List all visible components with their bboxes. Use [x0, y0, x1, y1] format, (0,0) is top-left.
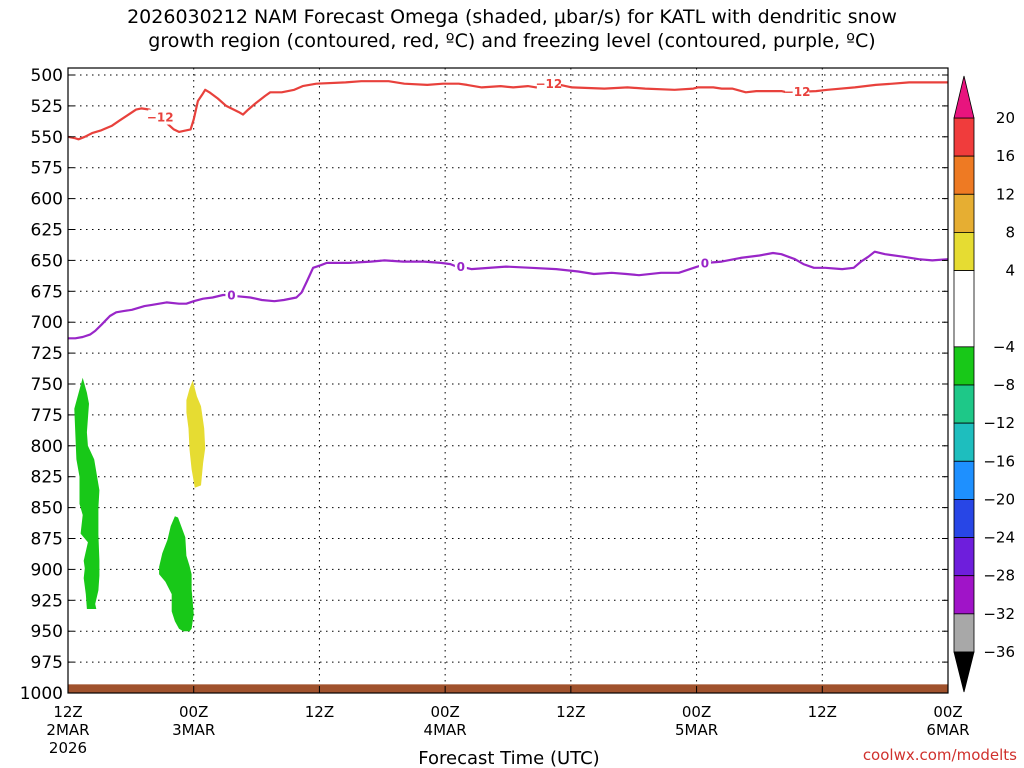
contour-label: 0 — [457, 260, 465, 274]
colorbar-band — [953, 232, 975, 271]
y-tick-label: 550 — [31, 128, 63, 148]
colorbar-label: 12 — [996, 185, 1015, 203]
contour-label: −12 — [535, 77, 562, 91]
x-tick-label: 00Z — [682, 703, 711, 721]
omega-shading — [74, 377, 206, 632]
colorbar-band — [953, 613, 975, 653]
y-tick-label: 575 — [31, 159, 63, 179]
contour-label-bg — [785, 83, 810, 99]
y-tick-label: 825 — [31, 468, 63, 488]
colorbar-label: −36 — [983, 643, 1015, 661]
colorbar-band — [953, 270, 975, 348]
axis-ticks — [67, 74, 949, 694]
y-tick-label: 525 — [31, 97, 63, 117]
x-tick-label: 4MAR — [424, 721, 467, 739]
colorbar-band — [953, 346, 975, 386]
y-tick-label: 725 — [31, 344, 63, 364]
y-tick-label: 800 — [31, 437, 63, 457]
chart-title-line-1: 2026030212 NAM Forecast Omega (shaded, μ… — [127, 6, 897, 28]
colorbar-label: 20 — [996, 109, 1015, 127]
plot-frame — [67, 67, 949, 694]
x-tick-label: 00Z — [179, 703, 208, 721]
y-tick-label: 750 — [31, 375, 63, 395]
colorbar-label: −28 — [983, 567, 1015, 585]
x-tick-label: 00Z — [933, 703, 962, 721]
colorbar-band — [953, 460, 975, 500]
colorbar: 20 16 12 8 4 −4 −8 −12 −16 −20 −24 −28 −32 −36 — [953, 75, 1015, 693]
terrain-band — [68, 684, 948, 693]
x-tick-label: 12Z — [53, 703, 82, 721]
contour-label: −12 — [784, 85, 811, 99]
contour-label: −12 — [147, 111, 174, 125]
colorbar-bottom-arrow — [953, 651, 975, 693]
colorbar-band — [953, 422, 975, 462]
omega-shaded-region — [74, 377, 100, 609]
y-tick-label: 650 — [31, 251, 63, 271]
colorbar-label: −32 — [983, 605, 1015, 623]
x-tick-label: 12Z — [305, 703, 334, 721]
contour-label-bg — [148, 109, 173, 125]
x-tick-label: 6MAR — [926, 721, 969, 739]
colorbar-label: −20 — [983, 490, 1015, 508]
y-tick-label: 1000 — [20, 684, 63, 704]
colorbar-band — [953, 193, 975, 233]
contour-label-bg — [454, 259, 467, 275]
y-tick-label: 975 — [31, 653, 63, 673]
x-axis-label: Forecast Time (UTC) — [418, 748, 599, 768]
colorbar-label: 4 — [1005, 262, 1015, 280]
contour-label-bg — [698, 255, 711, 271]
x-tick-label: 2MAR — [46, 721, 89, 739]
contour-label-bg — [536, 75, 561, 91]
terrain-fill — [68, 684, 948, 693]
colorbar-label: −12 — [983, 414, 1015, 432]
plot-area: −12 −12 −12 0 0 0 — [67, 67, 949, 694]
colorbar-band — [953, 117, 975, 157]
y-tick-label: 925 — [31, 591, 63, 611]
y-tick-label: 500 — [31, 66, 63, 86]
omega-shaded-region — [159, 516, 194, 632]
y-tick-label: 875 — [31, 530, 63, 550]
y-tick-label: 850 — [31, 499, 63, 519]
colorbar-band — [953, 155, 975, 195]
contour-line — [68, 250, 949, 340]
colorbar-band — [953, 384, 975, 424]
x-tick-label: 2026 — [49, 739, 87, 757]
colorbar-band — [953, 499, 975, 538]
y-tick-label: 950 — [31, 622, 63, 642]
x-tick-label: 00Z — [430, 703, 459, 721]
x-tick-label: 3MAR — [172, 721, 215, 739]
omega-shaded-region — [186, 380, 206, 488]
y-tick-label: 600 — [31, 190, 63, 210]
colorbar-label: 16 — [996, 147, 1015, 165]
y-tick-label: 625 — [31, 221, 63, 241]
contour-label: 0 — [701, 257, 709, 271]
gridlines — [68, 68, 948, 693]
x-tick-label: 5MAR — [675, 721, 718, 739]
colorbar-label: 8 — [1005, 223, 1015, 241]
y-tick-label: 900 — [31, 560, 63, 580]
colorbar-label: −24 — [983, 529, 1015, 547]
x-tick-label: 12Z — [556, 703, 585, 721]
colorbar-band — [953, 537, 975, 577]
colorbar-label: −4 — [993, 338, 1015, 356]
plot-background — [68, 68, 948, 693]
y-tick-label: 775 — [31, 406, 63, 426]
y-axis: 500 525 550 575 600 625 650 675 700 725 750 775 800 8… — [20, 66, 63, 704]
colorbar-label: −16 — [983, 452, 1015, 470]
y-tick-label: 700 — [31, 313, 63, 333]
chart-title-line-2: growth region (contoured, red, ºC) and f… — [148, 30, 875, 52]
colorbar-label: −8 — [993, 376, 1015, 394]
x-tick-label: 12Z — [808, 703, 837, 721]
contour-label-bg — [225, 287, 238, 303]
colorbar-top-arrow — [953, 75, 975, 119]
y-tick-label: 675 — [31, 282, 63, 302]
isotherm-contours: −12 −12 −12 0 0 0 — [67, 75, 949, 340]
credit-text: coolwx.com/modelts — [863, 746, 1017, 764]
colorbar-band — [953, 575, 975, 615]
contour-label: 0 — [227, 289, 235, 303]
